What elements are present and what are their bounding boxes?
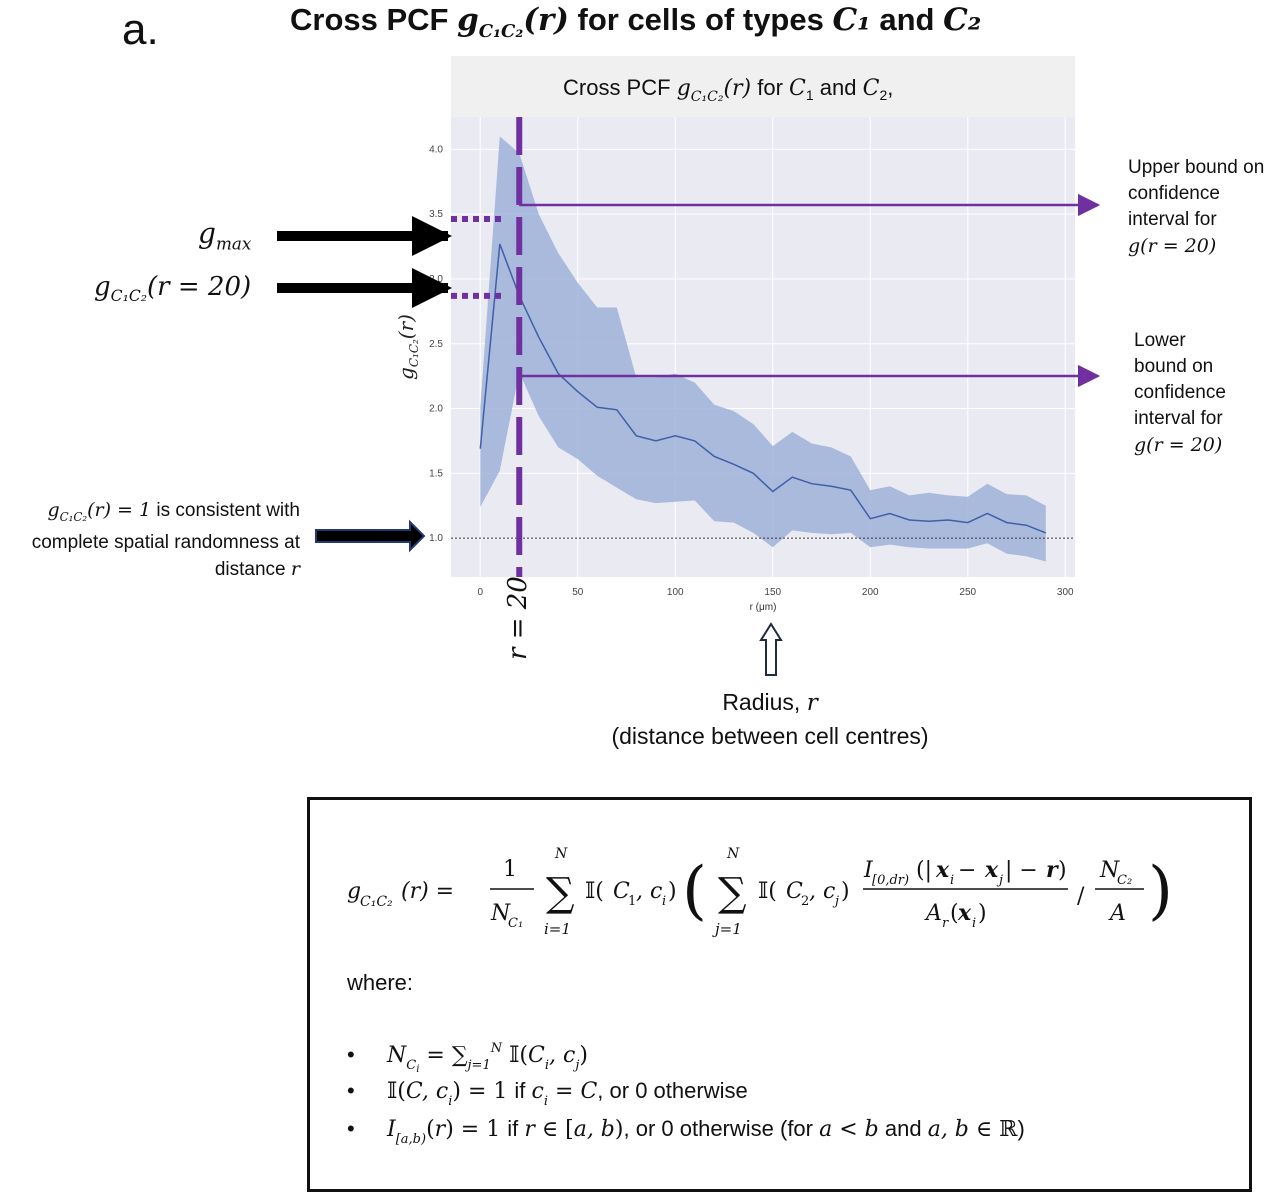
figure-title: Cross PCF gC₁C₂(r) for cells of types C₁… — [290, 2, 981, 42]
svg-text:i=1: i=1 — [544, 920, 571, 938]
svg-text:, c: , c — [636, 879, 662, 904]
svg-text:1: 1 — [503, 857, 517, 882]
svg-text:): ) — [841, 879, 850, 904]
y-tick-label: 2.5 — [429, 339, 443, 350]
title-and: and — [870, 2, 944, 37]
formula-svg: g C₁C₂ (r) = 1 NC₁ N ∑ i=1 𝕀(C1, c i) ( N… — [346, 846, 1173, 1147]
svg-text:[0,dr): [0,dr) — [872, 873, 909, 888]
svg-text:): ) — [1058, 858, 1067, 883]
csr-text-1: is consistent with — [151, 500, 300, 521]
svg-text:| −: | − — [1005, 858, 1038, 883]
y-tick-label: 3.5 — [429, 209, 443, 220]
x-tick-label: 200 — [862, 587, 879, 598]
svg-text:A: A — [1108, 901, 1126, 926]
radius-up-arrow — [759, 622, 783, 676]
svg-text:r: r — [942, 916, 949, 931]
svg-text:j: j — [996, 873, 1003, 888]
svg-text:i: i — [950, 873, 954, 888]
svg-text:•: • — [347, 1078, 355, 1103]
confidence-band — [480, 136, 1046, 562]
csr-math: gC₁C₂(r) = 1 — [47, 499, 152, 524]
x-tick-label: 0 — [477, 587, 483, 598]
pcf-chart: 0 50 100 150 200 250 3001.01.52.02.53.03.54.0 … — [277, 56, 1101, 676]
formula-box: g C₁C₂ (r) = 1 N C₁ N ∑ i=1 𝕀(C 1, c i) ( N… — [307, 797, 1252, 1192]
title-symbol: gC₁C₂(r) — [457, 2, 569, 43]
svg-text:, c: , c — [809, 879, 835, 904]
svg-text:•: • — [347, 1116, 355, 1141]
y-tick-label: 1.0 — [429, 533, 443, 544]
csr-text-2: complete spatial randomness at — [31, 531, 300, 553]
svg-text:A: A — [924, 901, 942, 926]
csr-r: r — [290, 557, 300, 580]
svg-text:j: j — [832, 894, 839, 909]
r20-label: r = 20 — [503, 576, 533, 660]
svg-text:C₁C₂: C₁C₂ — [360, 894, 393, 910]
svg-text:I: I — [863, 858, 874, 883]
svg-text:C: C — [786, 879, 803, 904]
csr-text-3: distance — [214, 558, 291, 580]
svg-text:2: 2 — [801, 894, 809, 909]
svg-text:): ) — [1148, 854, 1173, 928]
pcf-line — [479, 243, 1047, 534]
upper-bound-note: Upper bound on confidence interval for g… — [1128, 157, 1265, 257]
svg-text:N: N — [726, 846, 740, 862]
csr-note: gC₁C₂(r) = 1 is consistent with complete… — [0, 497, 300, 583]
gmax-label: gmax — [198, 217, 252, 254]
svg-text:x: x — [957, 900, 972, 926]
svg-text:C₂: C₂ — [1117, 873, 1132, 888]
svg-text:x: x — [935, 857, 950, 883]
svg-text:/: / — [1077, 884, 1085, 909]
svg-text:𝕀(C, ci) = 1 if ci = C, or 0: 𝕀(C, ci) = 1 if ci = C, or 0 otherwise — [387, 1078, 748, 1109]
g20-label: gC₁C₂(r = 20) — [94, 272, 252, 306]
where-label: where: — [346, 970, 413, 995]
svg-text:𝕀(: 𝕀( — [758, 879, 777, 904]
svg-text:∑: ∑ — [718, 870, 747, 916]
svg-text:C₁: C₁ — [508, 916, 523, 931]
svg-text:r: r — [1046, 857, 1059, 883]
svg-text:1: 1 — [628, 894, 636, 909]
svg-text:): ) — [978, 901, 987, 926]
svg-text:𝕀(: 𝕀( — [585, 879, 604, 904]
svg-text:∑: ∑ — [546, 870, 575, 916]
chart-title-bar — [451, 56, 1075, 117]
lower-bound-note: Lower bound on confidence interval for g… — [1134, 330, 1226, 456]
svg-text:I[a,b)(r) = 1 if r ∈ [a, b), o: I[a,b)(r) = 1 if r ∈ [a, b), or 0 otherw… — [386, 1116, 1025, 1147]
title-middle: for cells of types — [568, 2, 833, 37]
svg-text:(|: (| — [916, 858, 932, 883]
svg-text:(: ( — [682, 854, 707, 928]
x-tick-label: 300 — [1057, 587, 1074, 598]
svg-text:C: C — [613, 879, 630, 904]
svg-text:x: x — [984, 857, 999, 883]
svg-text:): ) — [668, 879, 677, 904]
svg-text:N: N — [490, 901, 511, 926]
svg-text:(r) =: (r) = — [401, 879, 454, 904]
svg-text:NCi = ∑j=1N 𝕀(Ci, cj): NCi = ∑j=1N 𝕀(Ci, cj) — [386, 1041, 588, 1075]
x-tick-label: 250 — [959, 587, 976, 598]
svg-text:N: N — [554, 846, 568, 862]
y-tick-label: 2.0 — [429, 404, 443, 415]
title-prefix: Cross PCF — [290, 2, 458, 37]
y-axis-label: gC₁C₂(r) — [394, 314, 421, 380]
svg-text:j=1: j=1 — [712, 920, 742, 938]
svg-text:i: i — [972, 916, 976, 931]
title-c1: C₁ — [832, 2, 871, 38]
svg-text:g: g — [347, 879, 361, 904]
x-tick-label: 150 — [764, 587, 781, 598]
y-tick-label: 1.5 — [429, 468, 443, 479]
svg-text:i: i — [662, 894, 666, 909]
x-axis-label: r (μm) — [750, 602, 777, 613]
radius-label: Radius, r (distance between cell centres… — [611, 689, 929, 749]
x-tick-label: 100 — [667, 587, 684, 598]
y-tick-label: 4.0 — [429, 144, 443, 155]
x-tick-label: 50 — [572, 587, 584, 598]
panel-label: a. — [122, 5, 159, 54]
svg-text:N: N — [1099, 858, 1120, 883]
title-c2: C₂ — [943, 2, 982, 38]
svg-text:•: • — [347, 1042, 355, 1067]
svg-text:−: − — [958, 858, 976, 883]
csr-arrow — [315, 519, 426, 553]
svg-text:(: ( — [950, 901, 959, 926]
